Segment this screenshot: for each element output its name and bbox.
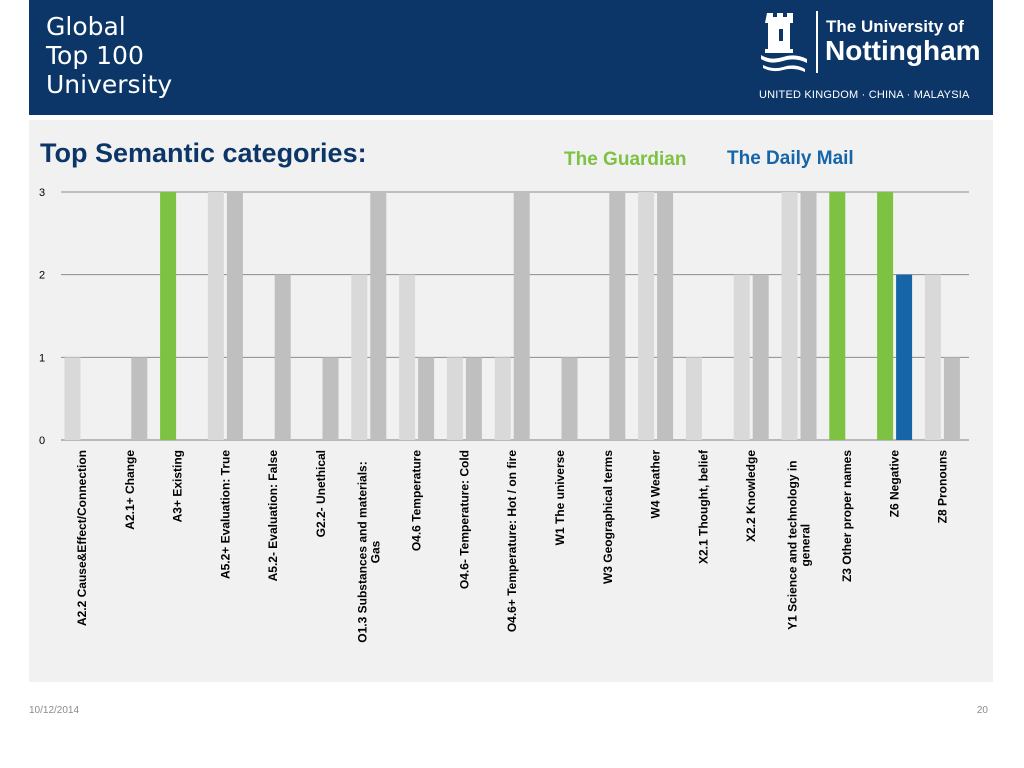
bar-daily-mail (752, 274, 769, 440)
svg-text:Y1 Science and technology inge: Y1 Science and technology ingeneral (786, 461, 813, 630)
svg-text:O4.6- Temperature: Cold: O4.6- Temperature: Cold (457, 450, 471, 589)
svg-text:X2.2 Knowledge: X2.2 Knowledge (744, 450, 758, 542)
x-tick-label: W1 The universe (553, 450, 567, 546)
bar-daily-mail (131, 357, 148, 440)
x-tick-label: A2.2 Cause&Effect/Connection (75, 450, 89, 626)
bar-daily-mail (513, 192, 530, 440)
bar-daily-mail (943, 357, 960, 440)
bar-guardian (64, 357, 81, 440)
global-top-100-tagline: Global Top 100 University (46, 12, 172, 99)
svg-text:W1 The universe: W1 The universe (553, 450, 567, 546)
chart-panel: Top Semantic categories: The Guardian Th… (29, 120, 993, 682)
bar-guardian (494, 357, 511, 440)
tagline-line-1: Global (46, 12, 126, 41)
footer-date: 10/12/2014 (29, 705, 80, 716)
y-tick-label: 1 (39, 352, 45, 364)
x-tick-label: O4.6 Temperature (410, 450, 424, 551)
x-tick-label: X2.2 Knowledge (744, 450, 758, 542)
legend-daily-mail: The Daily Mail (727, 148, 854, 169)
svg-text:O4.6 Temperature: O4.6 Temperature (410, 450, 424, 551)
header-banner: Global Top 100 University The University… (29, 0, 993, 115)
x-tick-label: G2.2- Unethical (314, 450, 328, 537)
bar-daily-mail (609, 192, 626, 440)
bar-guardian (733, 274, 750, 440)
y-tick-label: 3 (39, 187, 45, 199)
bar-guardian (781, 192, 798, 440)
bar-guardian (351, 274, 368, 440)
bar-guardian (924, 274, 941, 440)
logo-countries: UNITED KINGDOM · CHINA · MALAYSIA (759, 89, 970, 101)
x-tick-label: A2.1+ Change (123, 450, 137, 530)
chart-title: Top Semantic categories: (40, 138, 367, 168)
legend-guardian: The Guardian (564, 149, 687, 170)
x-tick-label: X2.1 Thought, belief (696, 449, 710, 564)
logo-divider (816, 11, 818, 73)
logo-university-of: The University of (826, 17, 964, 36)
bar-guardian (207, 192, 224, 440)
svg-text:Z8 Pronouns: Z8 Pronouns (935, 450, 949, 524)
bar-chart: 0 1 2 3 A2.2 Cause&Effect/Connection A2.1+ Ch… (39, 187, 969, 643)
x-tick-label: O1.3 Substances and materials:Gas (355, 461, 382, 642)
logo-nottingham: Nottingham (825, 35, 981, 66)
x-tick-label: A3+ Existing (171, 450, 185, 522)
university-logo: The University of Nottingham UNITED KING… (759, 9, 989, 109)
x-tick-label: W3 Geographical terms (601, 450, 615, 584)
x-tick-label: A5.2+ Evaluation: True (218, 450, 232, 579)
castle-crest-icon (761, 13, 807, 72)
y-tick-label: 0 (39, 435, 45, 447)
bar-guardian (877, 192, 894, 440)
x-tick-label: O4.6- Temperature: Cold (457, 450, 471, 589)
bar-daily-mail (657, 192, 674, 440)
bar-guardian (685, 357, 702, 440)
bar-daily-mail (561, 357, 578, 440)
x-tick-label: O4.6+ Temperature: Hot / on fire (505, 450, 519, 632)
bar-guardian (446, 357, 463, 440)
bar-daily-mail (896, 274, 913, 440)
x-tick-label: Z6 Negative (888, 450, 902, 518)
svg-text:A2.1+ Change: A2.1+ Change (123, 450, 137, 530)
svg-text:A5.2+ Evaluation: True: A5.2+ Evaluation: True (218, 450, 232, 579)
bar-guardian (399, 274, 416, 440)
bar-daily-mail (226, 192, 243, 440)
bar-guardian (160, 192, 177, 440)
svg-text:O4.6+ Temperature: Hot / on fi: O4.6+ Temperature: Hot / on fire (505, 450, 519, 632)
footer-page-number: 20 (976, 705, 988, 716)
bar-daily-mail (418, 357, 435, 440)
bar-daily-mail (322, 357, 339, 440)
x-tick-label: A5.2- Evaluation: False (266, 450, 280, 582)
tagline-line-2: Top 100 (46, 41, 144, 70)
svg-text:A2.2 Cause&Effect/Connection: A2.2 Cause&Effect/Connection (75, 450, 89, 626)
svg-text:Z3 Other proper names: Z3 Other proper names (840, 450, 854, 582)
x-tick-label: Z3 Other proper names (840, 450, 854, 582)
x-tick-label: Y1 Science and technology ingeneral (786, 461, 813, 630)
bar-daily-mail (465, 357, 482, 440)
svg-text:G2.2- Unethical: G2.2- Unethical (314, 450, 328, 537)
tagline-line-3: University (46, 70, 173, 99)
bar-daily-mail (370, 192, 387, 440)
svg-text:O1.3 Substances and materials:: O1.3 Substances and materials:Gas (355, 461, 382, 642)
x-tick-label: Z8 Pronouns (935, 450, 949, 524)
x-tick-label: W4 Weather (649, 450, 663, 519)
svg-text:W3 Geographical terms: W3 Geographical terms (601, 450, 615, 584)
svg-text:A3+ Existing: A3+ Existing (171, 450, 185, 522)
bar-guardian (638, 192, 655, 440)
svg-text:A5.2- Evaluation: False: A5.2- Evaluation: False (266, 450, 280, 582)
svg-text:X2.1 Thought, belief: X2.1 Thought, belief (696, 449, 710, 564)
bar-daily-mail (800, 192, 817, 440)
bar-guardian (829, 192, 846, 440)
svg-text:W4 Weather: W4 Weather (649, 450, 663, 519)
svg-text:Z6 Negative: Z6 Negative (888, 450, 902, 518)
bar-daily-mail (274, 274, 291, 440)
y-tick-label: 2 (39, 270, 45, 282)
